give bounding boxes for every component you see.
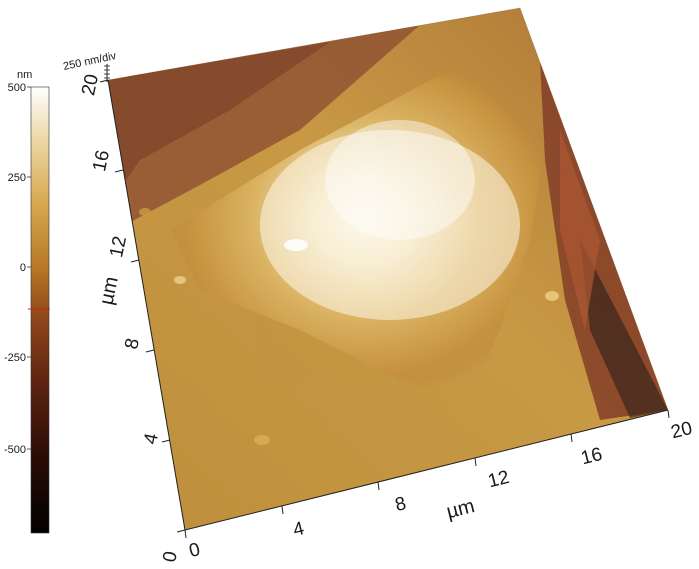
y-axis-tick-label: 8	[121, 336, 144, 351]
y-axis-title: µm	[95, 275, 122, 307]
x-axis-title: µm	[444, 495, 477, 523]
y-axis-tick-label: 20	[78, 72, 103, 97]
colorbar-tick-label: 500	[8, 82, 26, 94]
afm-surface	[108, 8, 668, 530]
y-axis-tick-label: 12	[106, 234, 131, 259]
x-axis-tick-label: 0	[187, 539, 202, 562]
y-axis-tick-label: 0	[159, 549, 182, 564]
colorbar-tick-label: 0	[20, 262, 26, 274]
colorbar-tick-label: 250	[8, 172, 26, 184]
x-axis-tick-label: 16	[579, 444, 605, 469]
z-scale-label: 250 nm/div	[62, 50, 118, 73]
x-axis-tick-label: 8	[393, 493, 408, 516]
colorbar-unit: nm	[17, 69, 32, 81]
colorbar-tick-label: -500	[4, 444, 26, 456]
colorbar-ticks	[27, 86, 31, 450]
colorbar-gradient	[30, 86, 50, 534]
colorbar-tick-label: -250	[4, 352, 26, 364]
y-axis-tick-label: 16	[89, 148, 114, 173]
x-axis-tick-label: 12	[486, 467, 512, 492]
y-axis: 0 4 8 12 16 20 µm	[78, 72, 186, 564]
y-axis-tick-label: 4	[140, 431, 163, 446]
colorbar: nm 500 250 0 -250 -500	[4, 69, 50, 534]
x-axis-tick-label: 20	[669, 418, 695, 443]
x-axis-tick-label: 4	[291, 518, 307, 541]
x-axis: 0 4 8 12 16 20 µm	[184, 409, 695, 562]
